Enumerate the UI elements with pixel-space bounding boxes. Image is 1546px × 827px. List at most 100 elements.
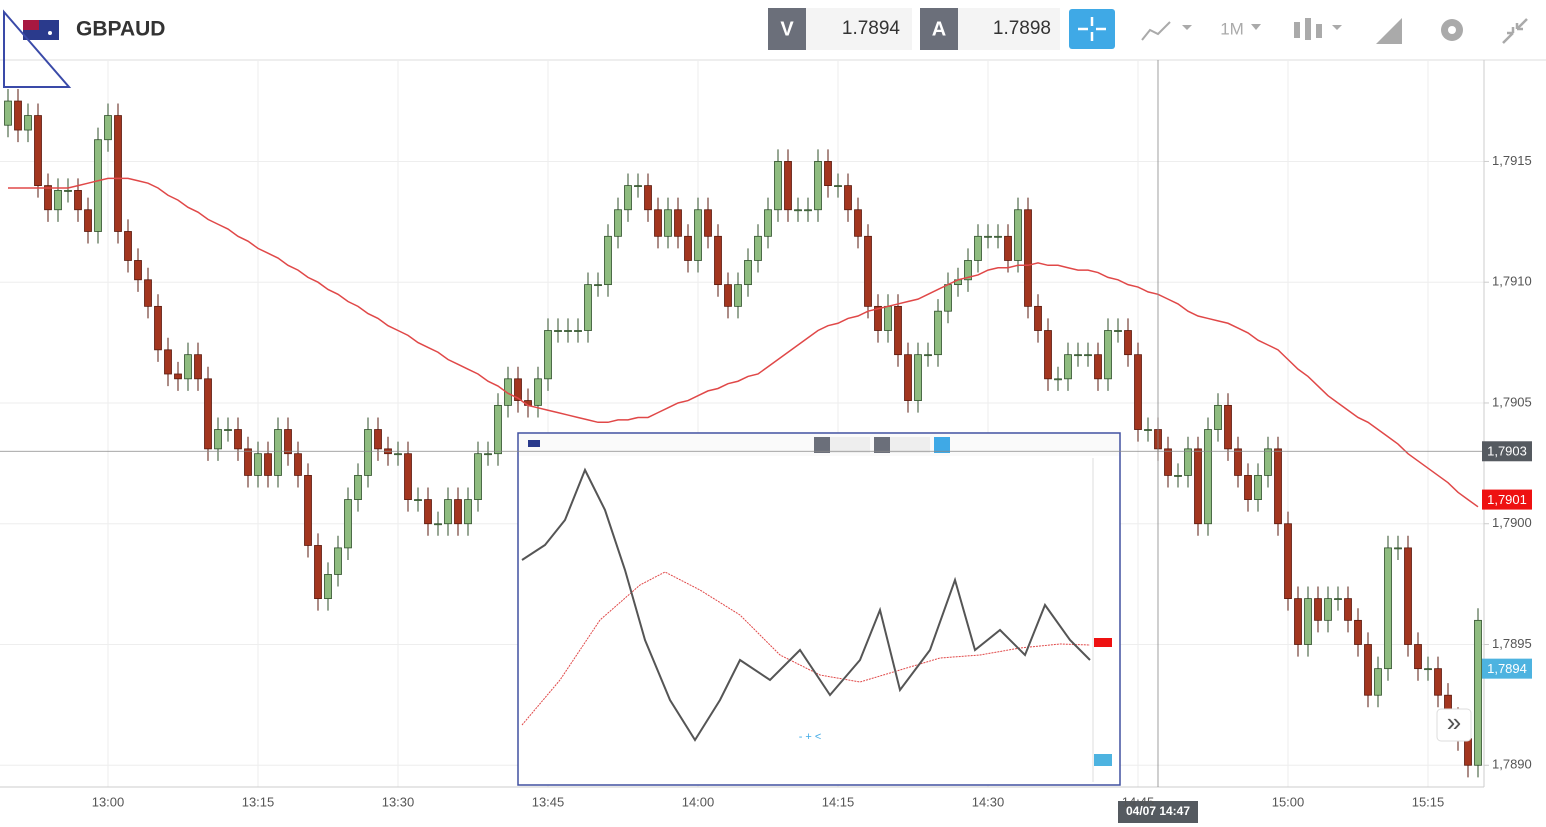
candle-body	[914, 354, 922, 401]
candle-body	[1324, 598, 1332, 621]
candle-body	[464, 499, 472, 525]
y-tick-label: 1,7910	[1492, 274, 1532, 289]
candle-body	[1314, 598, 1322, 621]
candle-body	[744, 260, 752, 286]
settings-button[interactable]	[1441, 19, 1463, 41]
candle-body	[284, 429, 292, 455]
candle-body	[1134, 354, 1142, 430]
candle-body	[664, 209, 672, 237]
candle-body	[1094, 354, 1102, 380]
candle-body	[854, 209, 862, 237]
price-tag	[1482, 489, 1532, 510]
candle-body	[844, 185, 852, 211]
candle-body	[794, 209, 802, 212]
candle-body	[964, 260, 972, 281]
candle-body	[814, 161, 822, 211]
candle-body	[714, 235, 722, 286]
candle-body	[684, 235, 692, 261]
candle-body	[1434, 668, 1442, 696]
price-tag-label: 1,7901	[1487, 492, 1527, 507]
drawing-tools-button[interactable]	[1376, 18, 1402, 44]
candle-body	[544, 330, 552, 380]
candle-body	[1254, 475, 1262, 500]
expand-button[interactable]: »	[1436, 707, 1472, 742]
candle-body	[64, 190, 72, 192]
candle-body	[1244, 475, 1252, 500]
candle-body	[404, 453, 412, 500]
candle-body	[554, 330, 562, 332]
candle-body	[1024, 209, 1032, 307]
candle-body	[474, 453, 482, 500]
sell-button[interactable]: V 1.7894	[768, 8, 912, 50]
candle-body	[414, 499, 422, 501]
candle-body	[774, 161, 782, 211]
collapse-button[interactable]	[1502, 18, 1528, 44]
crosshair-button[interactable]	[1069, 9, 1115, 49]
x-tick-label: 15:15	[1412, 794, 1445, 809]
candle-body	[894, 305, 902, 356]
candle-body	[454, 499, 462, 525]
candle-body	[1464, 738, 1472, 766]
candle-body	[164, 349, 172, 375]
candle-body	[34, 115, 42, 186]
chart-type-button[interactable]	[1141, 21, 1192, 41]
buy-button[interactable]: A 1.7898	[920, 8, 1060, 50]
candle-body	[1164, 448, 1172, 476]
x-tick-label: 13:15	[242, 794, 275, 809]
x-tick-label: 13:00	[92, 794, 125, 809]
candle-body	[14, 100, 22, 131]
y-tick-label: 1,7905	[1492, 394, 1532, 409]
candle-body	[594, 284, 602, 287]
candle-body	[394, 453, 402, 456]
candle-body	[974, 235, 982, 261]
candle-body	[654, 209, 662, 237]
candle-body	[884, 305, 892, 331]
candle-body	[864, 235, 872, 307]
y-tick-label: 1,7900	[1492, 515, 1532, 530]
price-tag	[1482, 658, 1532, 679]
candle-body	[724, 284, 732, 307]
candle-body	[114, 115, 122, 232]
candle-body	[1274, 448, 1282, 525]
candle-body	[944, 284, 952, 312]
candle-body	[604, 235, 612, 286]
candle-body	[1084, 354, 1092, 357]
candle-body	[334, 547, 342, 575]
candle-body	[484, 453, 492, 456]
candle-body	[784, 161, 792, 211]
candle-body	[24, 115, 32, 131]
candle-body	[294, 453, 302, 476]
timeframe-button[interactable]: 1M	[1220, 19, 1244, 38]
candle-body	[1284, 523, 1292, 600]
candle-body	[1334, 598, 1342, 601]
candle-body	[984, 235, 992, 238]
candle-body	[1124, 330, 1132, 356]
svg-text:- + <: - + <	[799, 731, 822, 743]
candle-body	[144, 279, 152, 307]
candle-body	[354, 475, 362, 500]
candle-body	[1104, 330, 1112, 380]
buy-price: 1.7898	[993, 18, 1051, 39]
candle-body	[764, 209, 772, 237]
sell-label: V	[780, 18, 794, 40]
timeframe-caret	[1251, 24, 1261, 30]
candle-body	[504, 378, 512, 406]
candle-body	[174, 373, 182, 380]
x-tick-label: 15:00	[1272, 794, 1305, 809]
candle-body	[74, 190, 82, 211]
moving-average-line	[8, 177, 1479, 508]
candle-body	[1304, 598, 1312, 645]
flag-icon	[23, 20, 59, 40]
crosshair-time-box	[1118, 801, 1198, 823]
candle-body	[304, 475, 312, 546]
candle-body	[1224, 404, 1232, 450]
candle-body	[624, 185, 632, 211]
candle-body	[904, 354, 912, 401]
candle-body	[1264, 448, 1272, 476]
candle-body	[444, 499, 452, 525]
candle-body	[1214, 404, 1222, 430]
candle-body	[1034, 305, 1042, 331]
candle-type-button[interactable]	[1294, 18, 1342, 40]
candle-body	[1014, 209, 1022, 261]
candle-body	[564, 330, 572, 332]
